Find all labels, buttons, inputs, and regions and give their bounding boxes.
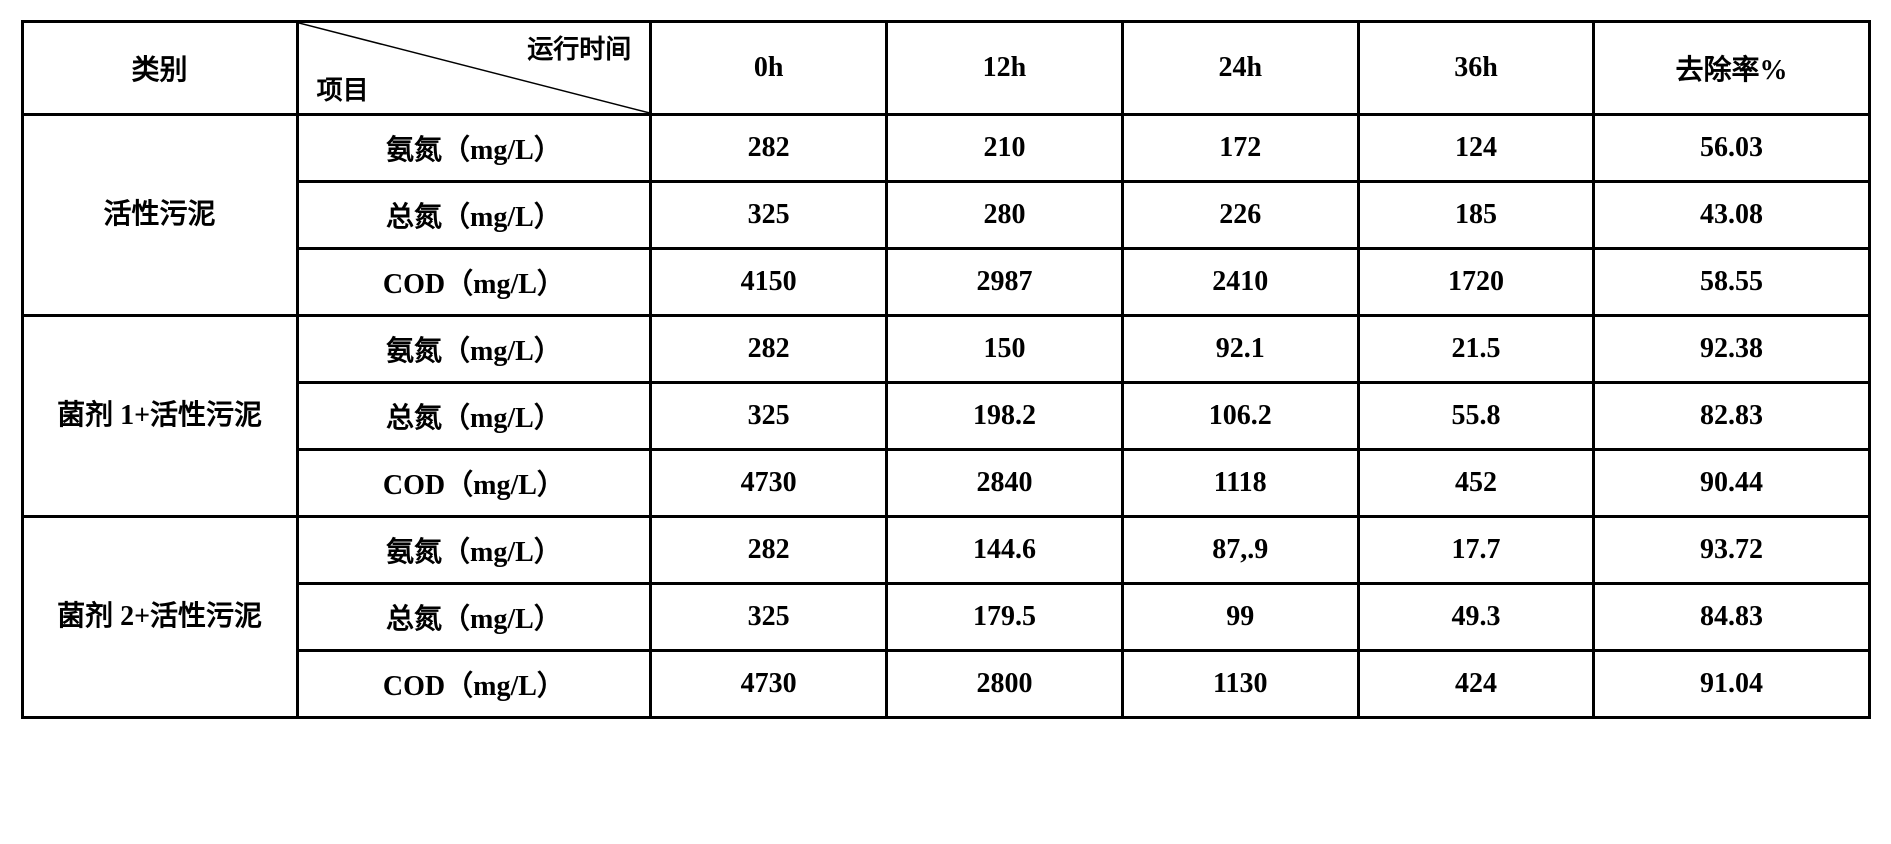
table-row: 总氮（mg/L） 325 179.5 99 49.3 84.83 <box>22 584 1869 651</box>
rate-cell: 91.04 <box>1594 651 1869 718</box>
metric-label: 总氮（mg/L） <box>297 584 651 651</box>
metric-label: COD（mg/L） <box>297 651 651 718</box>
header-diag: 运行时间 项目 <box>297 22 651 115</box>
cell: 179.5 <box>887 584 1123 651</box>
header-col-36h: 36h <box>1358 22 1594 115</box>
cell: 325 <box>651 584 887 651</box>
cell: 49.3 <box>1358 584 1594 651</box>
cell: 282 <box>651 517 887 584</box>
table-row: COD（mg/L） 4150 2987 2410 1720 58.55 <box>22 249 1869 316</box>
metric-label: 氨氮（mg/L） <box>297 517 651 584</box>
rate-cell: 58.55 <box>1594 249 1869 316</box>
cell: 17.7 <box>1358 517 1594 584</box>
header-category: 类别 <box>22 22 297 115</box>
cell: 280 <box>887 182 1123 249</box>
header-row: 类别 运行时间 项目 0h 12h 24h 36h 去除率% <box>22 22 1869 115</box>
cell: 198.2 <box>887 383 1123 450</box>
table-row: 菌剂 1+活性污泥 氨氮（mg/L） 282 150 92.1 21.5 92.… <box>22 316 1869 383</box>
group-label: 菌剂 1+活性污泥 <box>22 316 297 517</box>
header-col-0h: 0h <box>651 22 887 115</box>
header-rate: 去除率% <box>1594 22 1869 115</box>
table-row: COD（mg/L） 4730 2840 1118 452 90.44 <box>22 450 1869 517</box>
cell: 2840 <box>887 450 1123 517</box>
table-row: 活性污泥 氨氮（mg/L） 282 210 172 124 56.03 <box>22 115 1869 182</box>
cell: 87,.9 <box>1122 517 1358 584</box>
cell: 92.1 <box>1122 316 1358 383</box>
cell: 452 <box>1358 450 1594 517</box>
data-table: 类别 运行时间 项目 0h 12h 24h 36h 去除率% 活性污泥 氨氮（ <box>21 20 1871 719</box>
header-diag-bottom: 项目 <box>317 70 369 107</box>
table-row: 总氮（mg/L） 325 198.2 106.2 55.8 82.83 <box>22 383 1869 450</box>
cell: 4730 <box>651 450 887 517</box>
cell: 172 <box>1122 115 1358 182</box>
cell: 2987 <box>887 249 1123 316</box>
metric-label: 总氮（mg/L） <box>297 182 651 249</box>
cell: 99 <box>1122 584 1358 651</box>
metric-label: COD（mg/L） <box>297 450 651 517</box>
metric-label: 总氮（mg/L） <box>297 383 651 450</box>
metric-label: 氨氮（mg/L） <box>297 316 651 383</box>
metric-label: 氨氮（mg/L） <box>297 115 651 182</box>
cell: 282 <box>651 115 887 182</box>
cell: 150 <box>887 316 1123 383</box>
cell: 4730 <box>651 651 887 718</box>
cell: 282 <box>651 316 887 383</box>
table-row: COD（mg/L） 4730 2800 1130 424 91.04 <box>22 651 1869 718</box>
cell: 210 <box>887 115 1123 182</box>
group-label: 活性污泥 <box>22 115 297 316</box>
rate-cell: 93.72 <box>1594 517 1869 584</box>
cell: 325 <box>651 383 887 450</box>
header-col-12h: 12h <box>887 22 1123 115</box>
cell: 1720 <box>1358 249 1594 316</box>
cell: 2800 <box>887 651 1123 718</box>
rate-cell: 56.03 <box>1594 115 1869 182</box>
cell: 2410 <box>1122 249 1358 316</box>
cell: 325 <box>651 182 887 249</box>
cell: 124 <box>1358 115 1594 182</box>
table-row: 总氮（mg/L） 325 280 226 185 43.08 <box>22 182 1869 249</box>
rate-cell: 90.44 <box>1594 450 1869 517</box>
rate-cell: 92.38 <box>1594 316 1869 383</box>
cell: 226 <box>1122 182 1358 249</box>
cell: 144.6 <box>887 517 1123 584</box>
rate-cell: 82.83 <box>1594 383 1869 450</box>
cell: 4150 <box>651 249 887 316</box>
table-row: 菌剂 2+活性污泥 氨氮（mg/L） 282 144.6 87,.9 17.7 … <box>22 517 1869 584</box>
cell: 106.2 <box>1122 383 1358 450</box>
cell: 185 <box>1358 182 1594 249</box>
rate-cell: 84.83 <box>1594 584 1869 651</box>
data-table-container: 类别 运行时间 项目 0h 12h 24h 36h 去除率% 活性污泥 氨氮（ <box>21 20 1871 719</box>
rate-cell: 43.08 <box>1594 182 1869 249</box>
group-label: 菌剂 2+活性污泥 <box>22 517 297 718</box>
table-body: 活性污泥 氨氮（mg/L） 282 210 172 124 56.03 总氮（m… <box>22 115 1869 718</box>
metric-label: COD（mg/L） <box>297 249 651 316</box>
header-col-24h: 24h <box>1122 22 1358 115</box>
cell: 55.8 <box>1358 383 1594 450</box>
cell: 1118 <box>1122 450 1358 517</box>
cell: 1130 <box>1122 651 1358 718</box>
cell: 424 <box>1358 651 1594 718</box>
cell: 21.5 <box>1358 316 1594 383</box>
header-diag-top: 运行时间 <box>527 29 631 66</box>
